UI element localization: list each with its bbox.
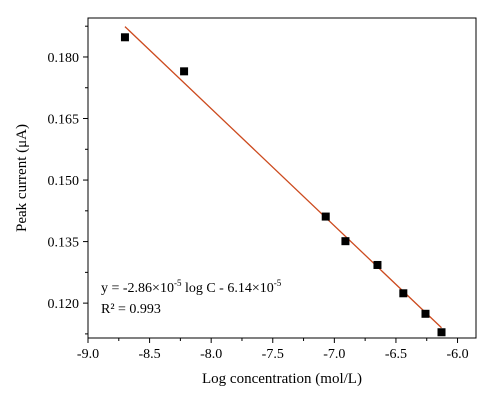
x-tick-label: -9.0 xyxy=(77,347,99,362)
data-point xyxy=(120,33,129,42)
y-axis-ticks: 0.120 0.135 0.150 0.165 0.180 xyxy=(48,25,88,335)
equation-prefix: y = -2.86×10 xyxy=(101,281,174,296)
data-point xyxy=(399,289,408,298)
equation-middle: log C - 6.14×10 xyxy=(181,281,273,296)
y-axis-title: Peak current (μA) xyxy=(14,124,30,232)
data-point xyxy=(180,67,189,76)
y-tick-label: 0.120 xyxy=(48,297,80,312)
x-axis-ticks: -9.0 -8.5 -8.0 -7.5 -7.0 -6.5 -6.0 xyxy=(77,338,469,362)
data-point xyxy=(373,260,382,269)
data-points xyxy=(120,33,446,337)
y-tick-label: 0.135 xyxy=(48,236,80,251)
x-tick-label: -6.0 xyxy=(446,347,468,362)
r-squared-annotation: R² = 0.993 xyxy=(101,302,161,317)
data-point xyxy=(341,237,350,246)
data-point xyxy=(437,328,446,337)
data-point xyxy=(421,309,430,318)
equation-exponent-2: -5 xyxy=(274,278,282,288)
x-tick-label: -7.5 xyxy=(262,347,284,362)
x-tick-label: -7.0 xyxy=(323,347,345,362)
equation-annotation: y = -2.86×10-5 log C - 6.14×10-5 xyxy=(101,278,282,296)
fit-line xyxy=(124,26,442,329)
y-tick-label: 0.150 xyxy=(48,174,80,189)
x-tick-label: -8.0 xyxy=(200,347,222,362)
equation-exponent-1: -5 xyxy=(174,278,182,288)
y-tick-label: 0.165 xyxy=(48,113,80,128)
data-point xyxy=(321,212,330,221)
y-tick-label: 0.180 xyxy=(48,51,80,66)
x-tick-label: -6.5 xyxy=(385,347,407,362)
x-axis-title: Log concentration (mol/L) xyxy=(202,371,362,387)
plot-frame xyxy=(87,17,477,339)
x-tick-label: -8.5 xyxy=(139,347,161,362)
